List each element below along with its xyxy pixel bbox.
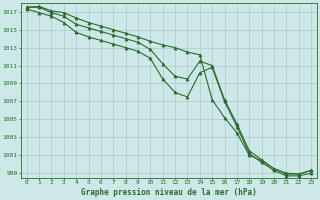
X-axis label: Graphe pression niveau de la mer (hPa): Graphe pression niveau de la mer (hPa) [81,188,257,197]
